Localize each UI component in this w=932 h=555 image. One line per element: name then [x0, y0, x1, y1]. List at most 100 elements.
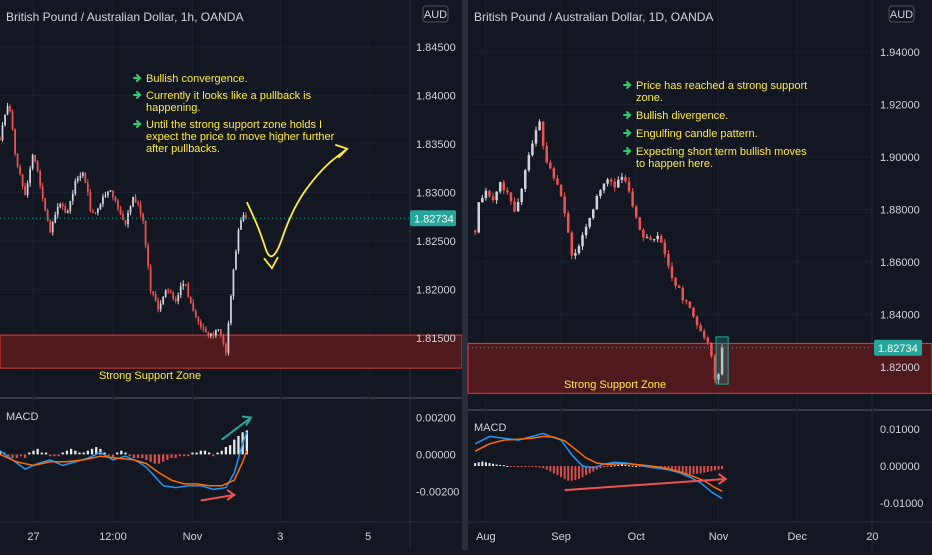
candle-down [197, 317, 200, 322]
macd-histogram-bar [560, 466, 563, 478]
macd-histogram-bar [499, 464, 502, 466]
chart-pane-1d[interactable]: Strong Support Zone Price has reached a … [467, 0, 932, 550]
candle-down [14, 129, 16, 154]
candle-up [51, 222, 54, 233]
macd-histogram-bar [488, 463, 491, 466]
time-tick-label: Aug [476, 531, 496, 543]
macd-trendline-down[interactable] [564, 477, 726, 492]
time-tick-label: Oct [628, 531, 645, 543]
signal-line [0, 450, 248, 487]
macd-histogram-bar [524, 466, 527, 467]
macd-histogram-bar [502, 465, 505, 467]
macd-histogram-bar [195, 452, 198, 455]
projection-path[interactable] [246, 148, 348, 258]
candle-down [660, 235, 663, 243]
macd-histogram-bar [542, 466, 545, 469]
candle-down [44, 198, 47, 211]
currency-badge[interactable] [422, 5, 449, 23]
macd-histogram-bar [191, 452, 194, 455]
analysis-notes[interactable]: Bullish convergence. Currently it looks l… [133, 73, 335, 155]
candle-down [685, 300, 688, 302]
candle-down [541, 121, 545, 147]
macd-histogram-bar [120, 450, 123, 455]
candle-up [230, 296, 232, 324]
candle-up [645, 237, 649, 239]
macd-trendline-up[interactable] [221, 416, 252, 441]
note-text: Engulfing candle pattern. [636, 128, 758, 140]
engulfing-highlight-box[interactable] [715, 336, 729, 385]
pane-separator[interactable] [462, 0, 468, 550]
last-price-value: 1.82734 [414, 213, 454, 225]
macd-histogram-bar [685, 466, 688, 474]
candle-down [642, 229, 645, 238]
price-tick-label: 1.81500 [416, 333, 456, 345]
last-price-tag [874, 339, 922, 356]
candle-down [563, 196, 566, 214]
macd-histogram-bar [613, 465, 616, 467]
candle-up [477, 202, 480, 233]
candle-down [566, 213, 570, 233]
candle-down [556, 178, 559, 185]
candle-down [11, 111, 14, 130]
candle-up [602, 183, 606, 191]
candle-up [107, 191, 109, 196]
price-tick-label: 1.86000 [880, 257, 920, 269]
macd-histogram-bar [228, 445, 232, 455]
candle-down [117, 200, 119, 210]
note-arrow-icon [623, 111, 632, 119]
candle-down [225, 343, 227, 353]
macd-histogram-bar [145, 454, 148, 460]
candle-down [549, 162, 552, 169]
candle-up [620, 176, 624, 180]
macd-histogram [0, 430, 248, 464]
candle-up [66, 211, 69, 213]
candle-up [102, 196, 104, 205]
candle-up [54, 214, 57, 223]
candle-down [86, 182, 89, 193]
candle-up [182, 284, 185, 287]
macd-histogram-bar [216, 452, 219, 455]
candle-down [91, 210, 94, 213]
currency-badge[interactable] [888, 5, 915, 23]
macd-histogram-bar [36, 448, 39, 455]
chart-pane-1h[interactable]: Strong Support Zone Bullish convergence.… [0, 0, 463, 550]
macd-tick-label: 0.01000 [880, 424, 920, 436]
macd-histogram-bar [610, 465, 613, 467]
time-tick-label: 27 [27, 531, 39, 543]
candle-up [235, 251, 237, 270]
macd-tick-label: 0.00000 [416, 449, 456, 461]
candle-up [164, 290, 167, 297]
price-tick-label: 1.82000 [880, 362, 920, 374]
candle-down [204, 328, 207, 333]
pane-background [468, 0, 932, 550]
candle-up [584, 226, 588, 236]
candle-up [538, 121, 541, 131]
candle-down [688, 301, 692, 308]
candle-up [617, 179, 620, 188]
candle-down [0, 139, 1, 141]
macd-histogram-bar [220, 450, 223, 455]
price-trendline-down[interactable] [200, 493, 235, 502]
macd-histogram-bar [635, 466, 638, 467]
candle-down [713, 356, 717, 380]
note-text: after pullbacks. [146, 143, 220, 155]
candle-up [129, 206, 132, 213]
candle-up [71, 193, 74, 202]
support-zone[interactable] [0, 334, 463, 369]
macd-tick-label: 0.00200 [416, 413, 456, 425]
candle-down [34, 155, 37, 162]
time-tick-label: Nov [183, 531, 203, 543]
candle-down [122, 214, 124, 221]
support-zone[interactable] [467, 342, 932, 394]
candle-up [242, 215, 245, 221]
signal-line [474, 435, 723, 492]
candle-up [74, 180, 77, 194]
note-text: Bullish convergence. [146, 73, 248, 85]
candle-up [1, 125, 4, 140]
macd-histogram-bar [592, 466, 595, 472]
candle-down [174, 298, 177, 302]
macd-histogram-bar [717, 466, 720, 470]
price-candles [0, 102, 247, 357]
macd-histogram-bar [506, 466, 509, 467]
